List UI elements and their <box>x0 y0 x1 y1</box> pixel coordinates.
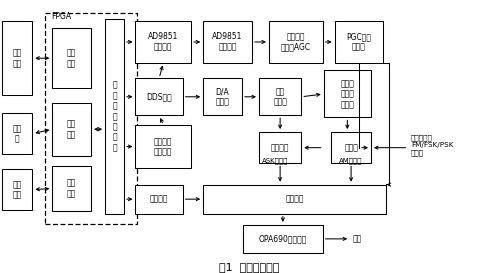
Text: D/A
转换器: D/A 转换器 <box>216 87 230 106</box>
Text: 输出: 输出 <box>353 235 362 243</box>
Text: FPGA: FPGA <box>51 12 71 21</box>
FancyBboxPatch shape <box>203 21 252 63</box>
Text: 输出通道: 输出通道 <box>285 195 304 204</box>
Text: OPA690功放电路: OPA690功放电路 <box>258 235 307 243</box>
Text: AD9851
控制逻辑: AD9851 控制逻辑 <box>148 32 178 52</box>
Text: 液晶
控制: 液晶 控制 <box>67 179 76 198</box>
Text: 模拟开关: 模拟开关 <box>271 143 289 152</box>
FancyBboxPatch shape <box>52 28 91 88</box>
Text: 总线
控制: 总线 控制 <box>67 120 76 139</box>
Text: 乘法器: 乘法器 <box>344 143 358 152</box>
FancyBboxPatch shape <box>243 225 323 253</box>
Text: 单片
机: 单片 机 <box>13 124 22 143</box>
FancyBboxPatch shape <box>135 185 183 214</box>
FancyBboxPatch shape <box>2 169 32 210</box>
FancyBboxPatch shape <box>135 125 191 168</box>
FancyBboxPatch shape <box>2 21 32 95</box>
FancyBboxPatch shape <box>259 132 301 163</box>
FancyBboxPatch shape <box>331 132 371 163</box>
Text: 矩阵
键盘: 矩阵 键盘 <box>13 49 22 68</box>
FancyBboxPatch shape <box>52 103 91 156</box>
Text: 键盘
扫描: 键盘 扫描 <box>67 49 76 68</box>
Text: 正弦信号、
FM/FSK/PSK
调制波: 正弦信号、 FM/FSK/PSK 调制波 <box>411 135 453 156</box>
FancyBboxPatch shape <box>203 78 242 115</box>
Text: 低通
滤波器: 低通 滤波器 <box>273 87 287 106</box>
Text: DDS模块: DDS模块 <box>146 92 172 101</box>
FancyBboxPatch shape <box>203 185 386 214</box>
FancyBboxPatch shape <box>259 78 301 115</box>
Text: 液晶
显示: 液晶 显示 <box>13 180 22 199</box>
FancyBboxPatch shape <box>335 21 383 63</box>
Text: 图1  系统设计框图: 图1 系统设计框图 <box>219 262 279 272</box>
FancyBboxPatch shape <box>2 113 32 155</box>
Text: PGC程控
放大器: PGC程控 放大器 <box>347 32 372 52</box>
FancyBboxPatch shape <box>105 19 124 214</box>
FancyBboxPatch shape <box>324 70 371 117</box>
FancyBboxPatch shape <box>135 78 183 115</box>
Text: AD9851
电路模块: AD9851 电路模块 <box>213 32 243 52</box>
Text: 无源低通
滤波与AGC: 无源低通 滤波与AGC <box>281 32 311 52</box>
Text: 基带序列
产生模块: 基带序列 产生模块 <box>154 137 173 156</box>
Text: 系
统
工
作
总
控
制: 系 统 工 作 总 控 制 <box>112 81 117 152</box>
Text: ASK调制波: ASK调制波 <box>262 158 288 164</box>
FancyBboxPatch shape <box>135 21 191 63</box>
Text: 输出选择: 输出选择 <box>150 195 168 204</box>
FancyBboxPatch shape <box>269 21 323 63</box>
FancyBboxPatch shape <box>52 166 91 212</box>
Text: 数字电
位器幅
度控制: 数字电 位器幅 度控制 <box>341 79 354 109</box>
Text: AM调制波: AM调制波 <box>339 158 363 164</box>
